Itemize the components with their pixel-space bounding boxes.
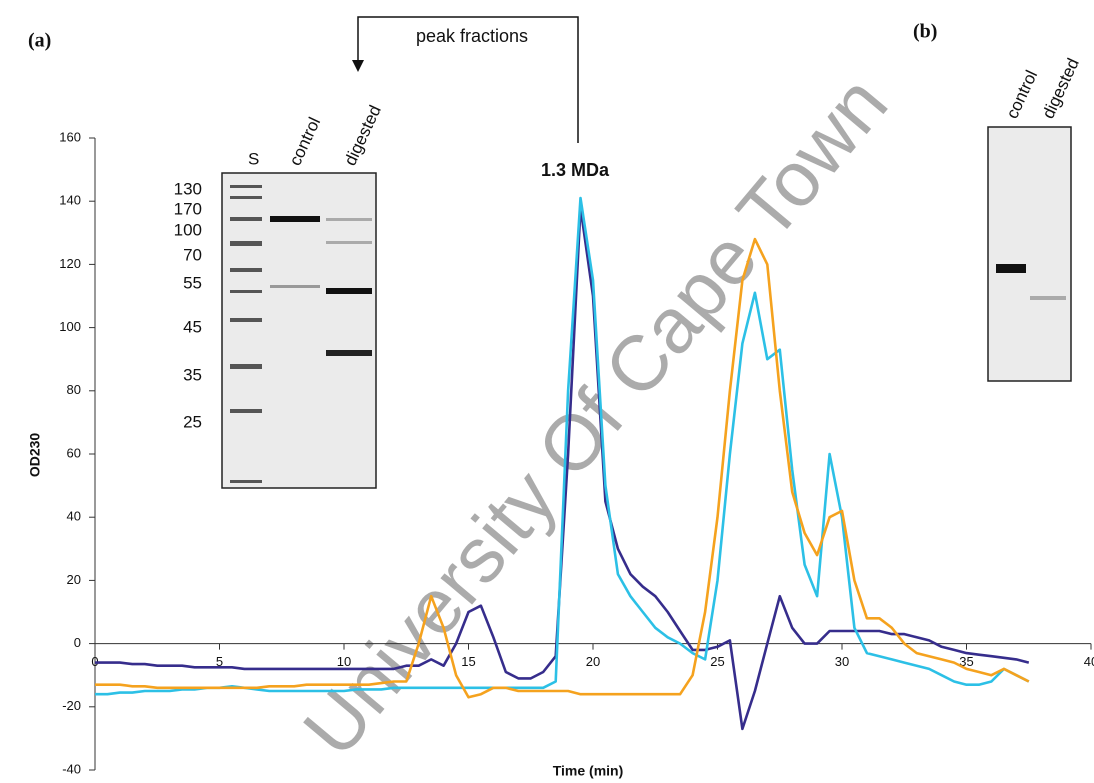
gel-inset	[222, 173, 376, 488]
gel-inset	[988, 127, 1071, 381]
marker-label: 70	[183, 245, 202, 264]
y-tick-label: 100	[59, 319, 81, 334]
marker-label: 100	[174, 220, 202, 239]
arrowhead	[352, 60, 364, 72]
marker-label: 45	[183, 317, 202, 336]
x-tick-label: 20	[586, 654, 600, 669]
marker-label: 130	[174, 179, 202, 198]
marker-label: 55	[183, 273, 202, 292]
y-tick-label: -20	[62, 698, 81, 713]
lane-label: digested	[340, 102, 384, 168]
annotation: peak fractions	[416, 26, 528, 46]
x-tick-label: 10	[337, 654, 351, 669]
x-tick-label: 15	[461, 654, 475, 669]
lane-label: digested	[1038, 55, 1082, 121]
chart: (a) (b) peak fractions 1.3 MDa OD230 Tim…	[0, 0, 1094, 783]
y-tick-label: 140	[59, 193, 81, 208]
x-tick-label: 40	[1084, 654, 1094, 669]
annotation: 1.3 MDa	[541, 160, 610, 180]
lane-label: S	[248, 149, 259, 168]
marker-label: 170	[174, 199, 202, 218]
panel-label: (b)	[913, 21, 937, 43]
y-tick-label: 80	[67, 382, 81, 397]
y-tick-label: 20	[67, 572, 81, 587]
lane-label: control	[285, 114, 324, 168]
marker-label: 25	[183, 412, 202, 431]
y-tick-label: -40	[62, 761, 81, 776]
x-tick-label: 25	[710, 654, 724, 669]
y-tick-label: 0	[74, 635, 81, 650]
y-axis-label: OD230	[27, 433, 43, 478]
y-tick-label: 40	[67, 509, 81, 524]
x-tick-label: 30	[835, 654, 849, 669]
x-axis-label: Time (min)	[553, 763, 624, 779]
panel-label: (a)	[28, 30, 51, 52]
y-tick-label: 120	[59, 256, 81, 271]
y-tick-label: 160	[59, 129, 81, 144]
marker-label: 35	[183, 365, 202, 384]
y-tick-label: 60	[67, 445, 81, 460]
lane-label: control	[1002, 67, 1041, 121]
